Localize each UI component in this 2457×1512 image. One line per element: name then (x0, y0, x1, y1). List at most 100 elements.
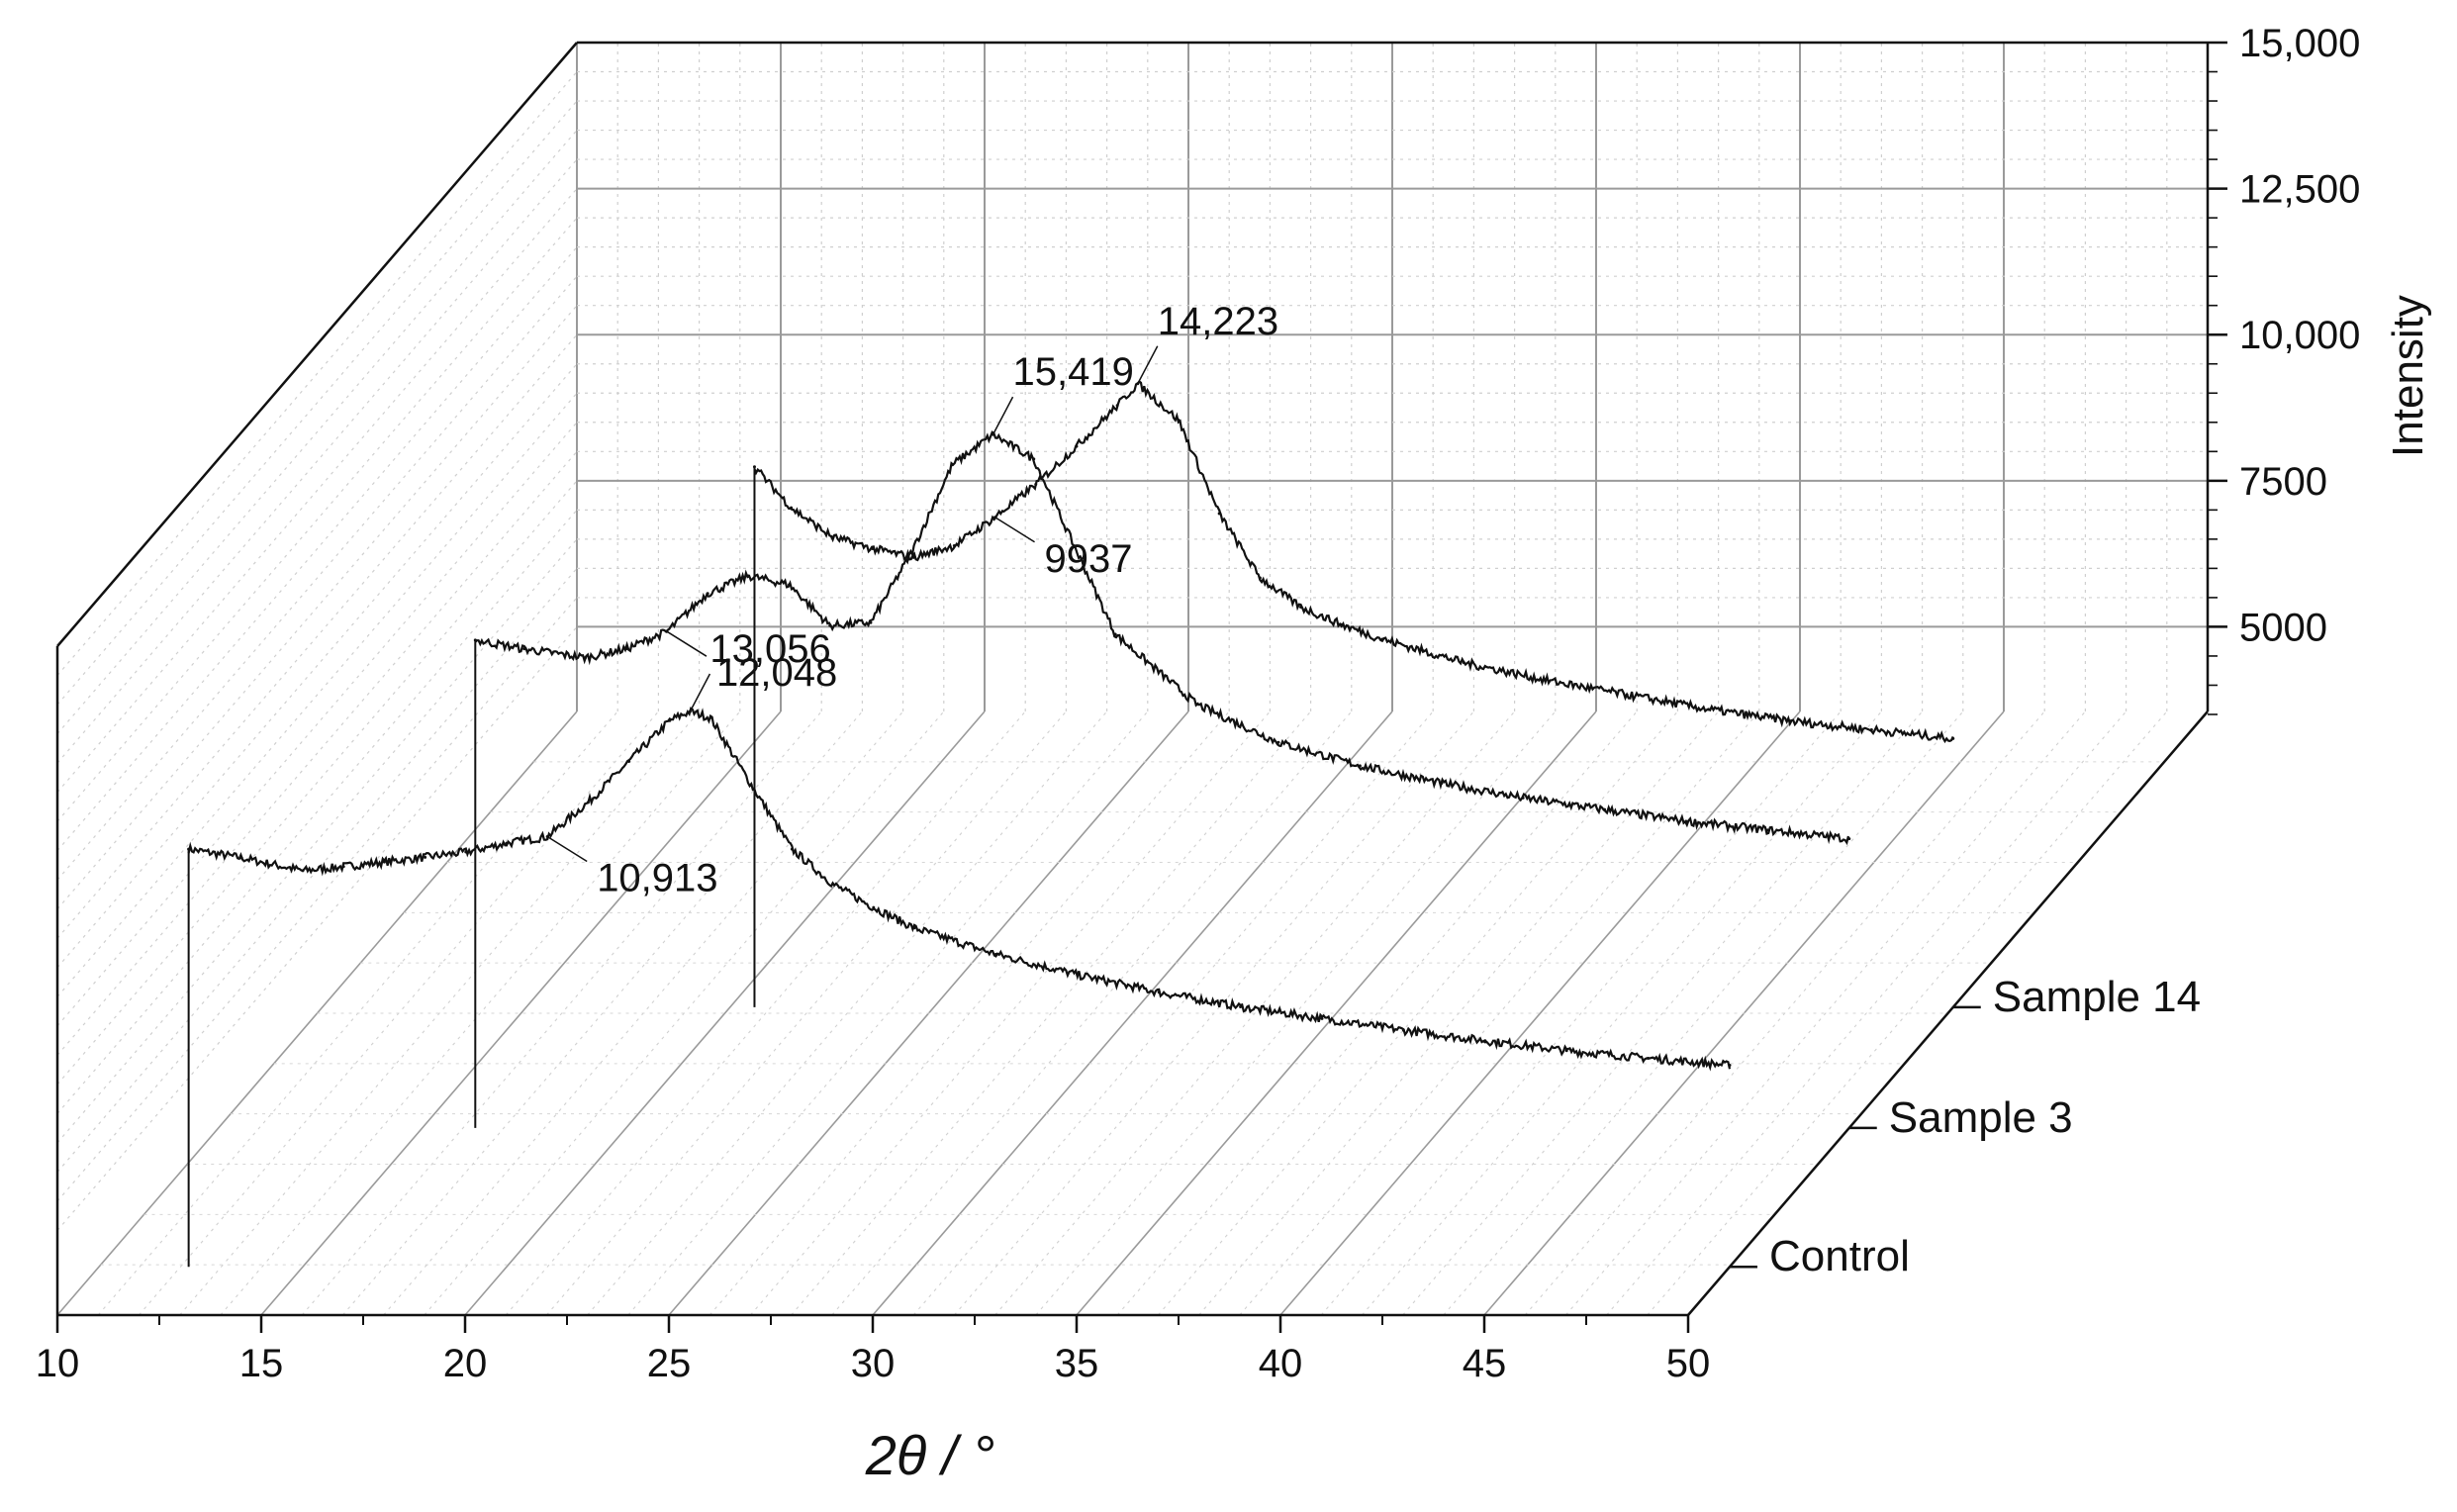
annotation-leader (689, 673, 711, 712)
data-point (187, 847, 191, 851)
annotation-leader (666, 630, 708, 657)
y-tick-label: 5000 (2239, 606, 2327, 649)
data-point (584, 656, 588, 660)
data-point (1177, 419, 1181, 423)
annotation-leader (992, 396, 1014, 435)
series-label: Control (1769, 1232, 1910, 1280)
data-point (1647, 1056, 1651, 1060)
data-point (424, 855, 427, 859)
data-point (1625, 693, 1629, 697)
data-point (1421, 649, 1425, 653)
data-point (909, 550, 913, 554)
data-point (1483, 1039, 1487, 1043)
data-point (912, 926, 916, 930)
y-tick-label: 12,500 (2239, 168, 2360, 212)
data-point (1075, 444, 1079, 448)
x-tick-label: 25 (647, 1342, 692, 1385)
data-point (828, 623, 832, 627)
data-point (1195, 703, 1199, 707)
data-point (749, 783, 753, 787)
data-point (624, 647, 628, 651)
frame-edge-3 (1687, 710, 2209, 1316)
data-point (464, 850, 468, 854)
series-label: Sample 3 (1889, 1093, 2073, 1142)
series-trace (474, 430, 1849, 846)
y-axis-title: Intensity (2384, 295, 2432, 457)
data-point (788, 583, 792, 587)
grid-layer (56, 42, 2209, 1316)
data-point (473, 638, 477, 642)
data-point (911, 555, 915, 559)
data-point (993, 952, 997, 956)
series-sample-14 (752, 380, 1981, 1009)
data-point (706, 592, 709, 596)
data-point (1951, 736, 1955, 740)
series-trace (753, 380, 1954, 744)
peak-annotation: 13,056 (709, 627, 830, 671)
data-point (1073, 544, 1077, 548)
data-point (1728, 1064, 1732, 1068)
data-point (1544, 678, 1548, 682)
data-point (709, 715, 712, 719)
series-control (187, 707, 1757, 1269)
peak-annotation: 14,223 (1158, 300, 1278, 343)
series-sample-3 (473, 430, 1877, 1130)
data-point (1276, 740, 1280, 744)
data-point (1340, 622, 1344, 626)
axes-frame (55, 41, 2227, 1333)
x-tick-label: 10 (36, 1342, 80, 1385)
data-point (952, 544, 956, 548)
y-tick-label: 7500 (2239, 460, 2327, 504)
annotation-leader (1137, 345, 1159, 385)
x-tick-label: 20 (443, 1342, 488, 1385)
data-point (668, 718, 672, 722)
data-point (1869, 727, 1873, 731)
data-point (1258, 576, 1262, 580)
data-point (382, 860, 386, 864)
y-tick-label: 10,000 (2239, 314, 2360, 357)
data-point (1299, 606, 1303, 609)
data-point (831, 883, 835, 887)
data-point (1440, 782, 1444, 786)
data-point (746, 574, 750, 578)
annotation-leader (546, 835, 588, 863)
x-tick-label: 15 (239, 1342, 284, 1385)
x-tick-label: 40 (1259, 1342, 1303, 1385)
data-point (950, 463, 954, 467)
x-tick-label: 45 (1463, 1342, 1507, 1385)
data-point (1239, 1005, 1243, 1009)
x-axis-title: 2θ / ° (865, 1424, 995, 1486)
data-point (1521, 796, 1525, 800)
data-point (830, 535, 834, 539)
data-point (341, 865, 345, 869)
data-point (1380, 637, 1384, 641)
data-point (505, 841, 509, 845)
label-layer: 10 15 20 25 30 35 40 45 50 5000 7500 10,000 12,500 15… (36, 22, 2361, 1385)
data-point (1320, 1016, 1324, 1020)
data-point (301, 869, 305, 873)
series-layer (187, 380, 1981, 1269)
data-point (1358, 764, 1362, 768)
data-point (871, 546, 875, 550)
data-point (869, 620, 873, 624)
x-tick-label: 30 (851, 1342, 896, 1385)
data-point (790, 506, 794, 510)
data-point (1032, 457, 1036, 461)
data-point (1115, 404, 1119, 408)
data-point (1462, 661, 1465, 665)
data-point (1113, 632, 1117, 636)
data-point (1564, 1049, 1568, 1053)
x-tick-label: 50 (1666, 1342, 1711, 1385)
data-point (1707, 708, 1711, 711)
data-point (872, 905, 876, 909)
data-point (586, 801, 590, 804)
data-point (1076, 973, 1080, 977)
data-point (790, 847, 794, 851)
annotation-leader (994, 517, 1035, 543)
data-point (1765, 828, 1769, 832)
data-point (1847, 837, 1851, 841)
series-trace (187, 707, 1732, 1072)
data-point (1788, 719, 1792, 723)
peak-annotation: 12,048 (716, 651, 837, 695)
